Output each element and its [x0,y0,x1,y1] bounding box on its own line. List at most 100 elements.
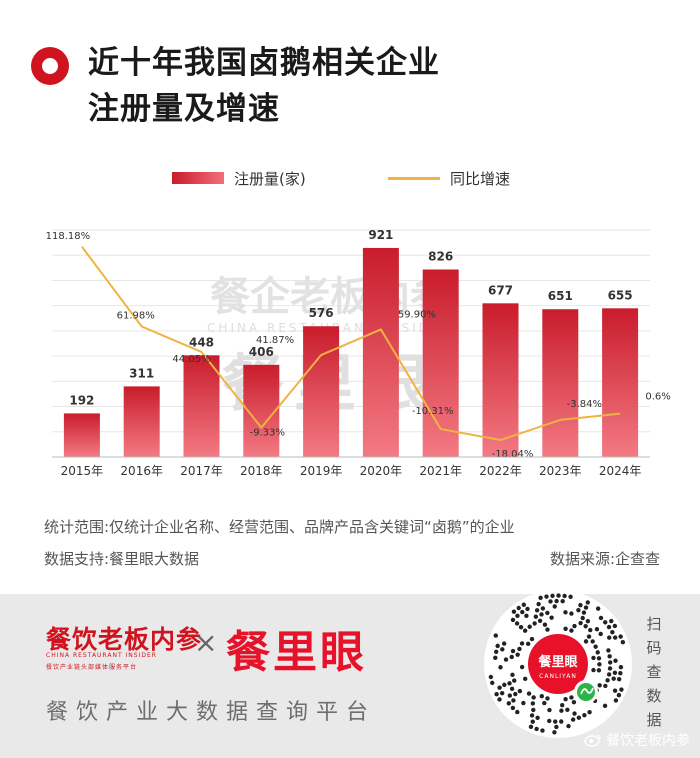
qr-dot [563,610,568,615]
qr-dot [510,672,515,678]
legend-item-bars: 注册量(家) [172,164,306,192]
qr-dot [569,695,574,700]
qr-dot [613,658,618,663]
qr-dot [607,660,613,665]
qr-dot [571,700,577,705]
qr-dot [520,609,525,615]
qr-dot [511,609,517,614]
qr-dot [539,612,544,617]
qr-dot [597,662,602,667]
brand-logo-canqi-en: CHINA RESTAURANT INSIDER [46,652,157,659]
weibo-icon [584,734,601,747]
qr-dot [521,700,526,706]
qr-dot [512,678,517,683]
qr-dot [534,608,540,613]
qr-dot [542,700,547,706]
qr-dot [569,628,574,633]
weibo-handle: 餐饮老板内参 [606,733,690,749]
qr-dot [598,615,604,621]
qr-dot [547,718,552,724]
qr-dot [539,693,544,699]
qr-dot [569,611,574,616]
qr-dot [488,674,494,680]
qr-dot [497,685,502,690]
bar-label-2016年: 311 [129,366,154,380]
qr-dot [493,649,499,654]
qr-dot [550,593,555,599]
bar-2023年 [542,309,579,457]
footer-banner: 餐饮老板内参 CHINA RESTAURANT INSIDER 餐饮产业链头部媒… [0,590,700,758]
qr-dot [552,730,557,735]
brand-logo-canliyan: 餐里眼 [226,627,367,678]
brand-logo-canqi: 餐饮老板内参 [46,625,203,654]
qr-dot [493,655,498,661]
bar-2020年 [362,247,399,457]
qr-dot [610,629,615,635]
header: 近十年我国卤鹅相关企业 注册量及增速 [0,0,700,160]
qr-dot [536,601,541,607]
qr-dot [581,610,587,615]
qr-dot [590,639,595,644]
qr-dot [603,620,608,625]
qr-dot [619,687,624,692]
qr-dot [578,602,583,608]
qr-dot [616,676,622,682]
qr-dot [537,618,543,623]
chart-legend: 注册量(家) 同比增速 [0,164,700,192]
qr-dot [587,709,592,715]
qr-dot [554,724,559,730]
qr-dot [501,641,507,646]
bar-label-2015年: 192 [69,393,94,407]
qr-dot [509,654,514,660]
qr-dot [598,631,603,637]
x-tick-2022年: 2022年 [479,464,522,478]
qr-dot [597,683,602,688]
qr-center-logo: 餐里眼 [537,654,578,670]
qr-dot [552,604,557,609]
growth-line [81,246,621,442]
qr-dot [612,670,618,675]
qr-dot [559,719,564,724]
qr-dot [534,726,539,732]
growth-label-2022年: -18.04% [492,449,534,460]
qr-dot [538,595,543,601]
qr-dot [490,680,495,686]
bar-label-2017年: 448 [189,335,214,349]
collab-x-symbol: × [194,626,218,659]
qr-dot [515,613,520,618]
qr-dot [514,621,520,626]
qr-dot [620,640,626,645]
growth-label-2021年: -10.31% [412,406,454,417]
qr-dot [529,636,535,642]
qr-dot [526,691,532,696]
qr-dot [549,615,554,620]
qr-dot [506,701,512,706]
qr-dot [607,654,612,659]
qr-dot [591,655,596,661]
qr-dot [591,667,596,673]
qr-dot [540,606,546,611]
qr-dot [583,639,589,644]
qr-dot [618,671,623,676]
qr-dot [525,606,530,612]
legend-bar-swatch [172,172,224,184]
qr-dot [605,678,610,683]
mini-program-icon [577,683,595,701]
qr-dot [607,635,612,640]
bar-label-2018年: 406 [249,345,274,359]
qr-dot [596,656,602,661]
qr-dot [535,715,540,721]
qr-dot [510,648,516,654]
qr-dot [616,692,622,698]
qr-dot [565,707,570,713]
qr-dot [507,693,513,698]
growth-value-labels: 118.18% 61.98% 44.05% -9.33% 41.87% 59.90% -10… [46,231,671,460]
qr-dot [609,618,614,624]
qr-code[interactable]: 餐里眼 CANLIYAN [482,588,634,740]
growth-label-2019年: 41.87% [256,335,294,346]
bar-2021年 [422,269,459,457]
qr-dot [568,594,573,599]
qr-dot [612,635,618,640]
title-ring-icon [31,47,69,85]
page-title: 近十年我国卤鹅相关企业 注册量及增速 [88,40,440,132]
